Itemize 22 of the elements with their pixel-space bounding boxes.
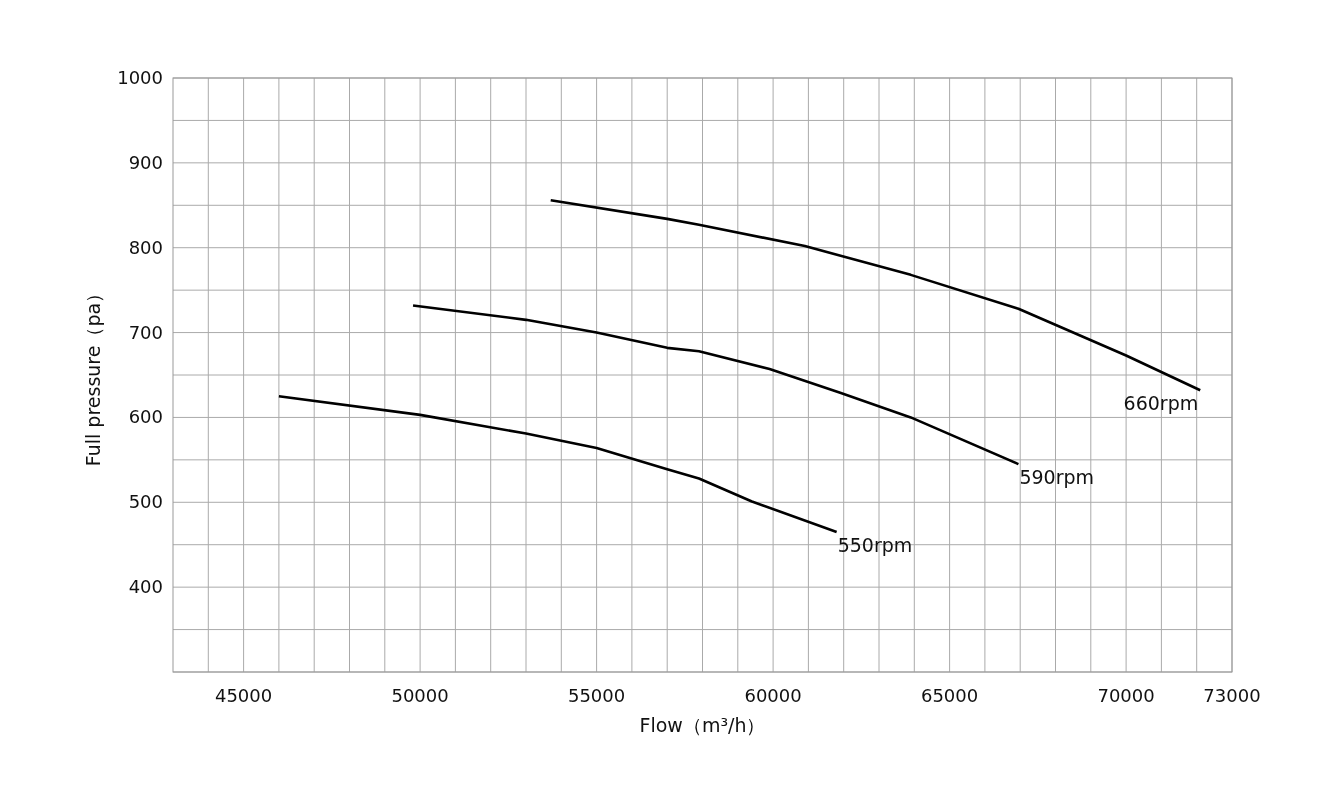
y-tick-label: 800 xyxy=(128,236,163,258)
line-series xyxy=(549,198,1202,392)
y-tick-label: 1000 xyxy=(117,67,163,88)
series-label: 590rpm xyxy=(1019,466,1095,489)
y-tick-label: 600 xyxy=(128,406,163,428)
x-tick-label: 65000 xyxy=(920,685,979,706)
y-tick-label: 400 xyxy=(128,576,163,598)
x-axis-title: Flow（m³/h） xyxy=(639,714,766,736)
y-tick-label: 700 xyxy=(128,321,163,343)
line-series xyxy=(411,304,1020,466)
y-tick-label: 500 xyxy=(128,491,163,513)
series-label: 550rpm xyxy=(837,533,913,556)
y-axis-title: Full pressure（pa） xyxy=(82,283,104,467)
line-series xyxy=(277,394,838,534)
x-tick-label: 73000 xyxy=(1203,685,1261,706)
x-tick-label: 70000 xyxy=(1097,685,1155,706)
x-tick-label: 55000 xyxy=(567,685,626,706)
series-label: 660rpm xyxy=(1123,392,1199,415)
x-tick-label: 50000 xyxy=(391,685,449,706)
x-tick-label: 60000 xyxy=(744,685,802,706)
x-tick-label: 45000 xyxy=(214,685,273,706)
y-tick-label: 900 xyxy=(128,151,163,173)
